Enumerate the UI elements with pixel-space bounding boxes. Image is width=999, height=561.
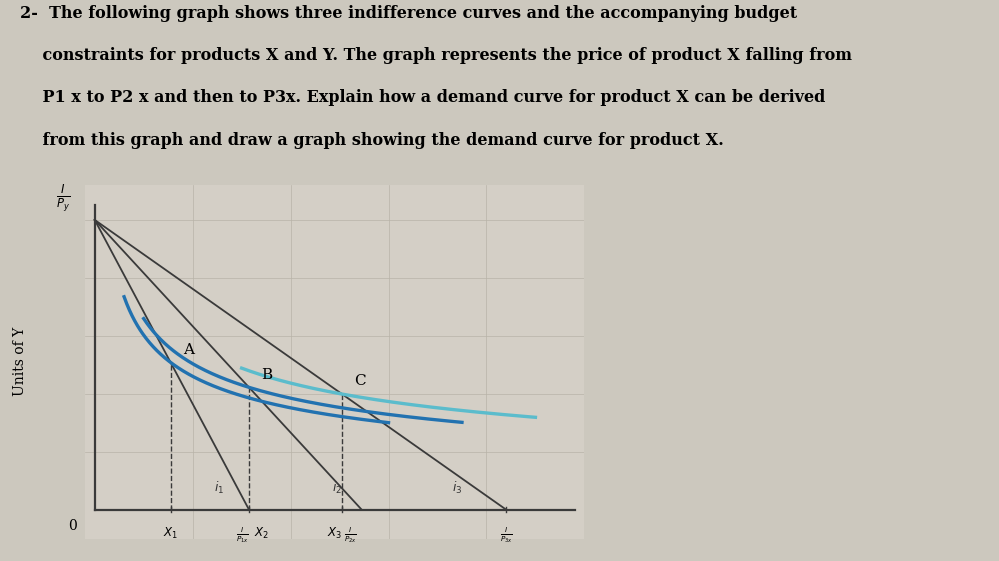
Text: C: C	[355, 374, 366, 388]
Text: $\frac{I}{P_{1x}}$: $\frac{I}{P_{1x}}$	[236, 526, 249, 545]
Text: $\frac{I}{P_y}$: $\frac{I}{P_y}$	[56, 182, 70, 214]
Text: $X_2$: $X_2$	[254, 526, 269, 541]
Text: B: B	[261, 367, 273, 381]
Text: $i_1$: $i_1$	[215, 480, 225, 496]
Text: $\frac{I}{P_{3x}}$: $\frac{I}{P_{3x}}$	[500, 526, 512, 545]
Text: $i_2$: $i_2$	[332, 480, 342, 496]
Text: $X_3$: $X_3$	[327, 526, 342, 541]
Text: 2-  The following graph shows three indifference curves and the accompanying bud: 2- The following graph shows three indif…	[20, 5, 797, 22]
Text: $X_1$: $X_1$	[163, 526, 178, 541]
Text: 0: 0	[68, 518, 77, 532]
Text: $i_3$: $i_3$	[452, 480, 462, 496]
Text: Units of Y: Units of Y	[13, 327, 27, 397]
Text: from this graph and draw a graph showing the demand curve for product X.: from this graph and draw a graph showing…	[20, 132, 723, 149]
Text: A: A	[183, 343, 194, 357]
Text: $\frac{I}{P_{2x}}$: $\frac{I}{P_{2x}}$	[345, 526, 358, 545]
Text: constraints for products X and Y. The graph represents the price of product X fa: constraints for products X and Y. The gr…	[20, 47, 852, 64]
Text: P1 x to P2 x and then to P3x. Explain how a demand curve for product X can be de: P1 x to P2 x and then to P3x. Explain ho…	[20, 90, 825, 107]
